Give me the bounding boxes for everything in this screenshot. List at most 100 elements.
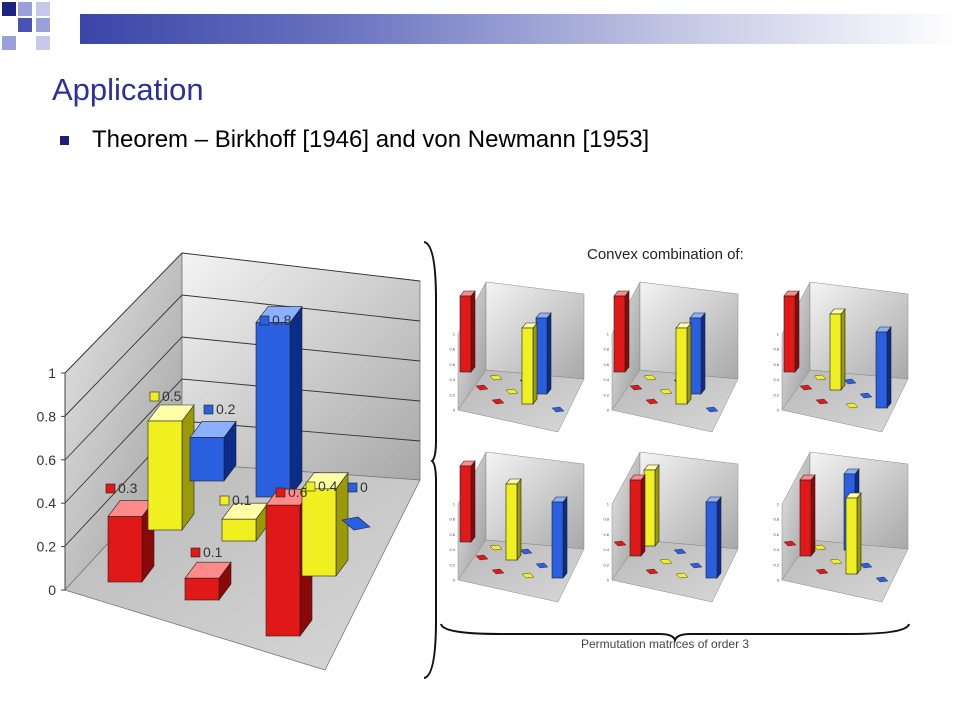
mini-y-tick: 0 bbox=[607, 578, 610, 583]
mini-bar bbox=[535, 312, 552, 395]
main-data-label: 0.8 bbox=[272, 312, 292, 328]
main-chart-y-tick: 0 bbox=[48, 582, 56, 598]
mini-bar-flat bbox=[783, 540, 797, 547]
data-label-swatch bbox=[275, 487, 286, 498]
main-data-label: 0.2 bbox=[216, 401, 236, 417]
mini-bar bbox=[689, 312, 706, 395]
mini-bar-flat bbox=[799, 384, 813, 391]
mini-y-tick: 0 bbox=[453, 578, 456, 583]
mini-y-tick: 1 bbox=[777, 502, 780, 507]
main-data-label: 0.1 bbox=[232, 492, 252, 508]
mini-bar-flat bbox=[491, 568, 505, 575]
mini-bar-flat bbox=[859, 392, 873, 399]
permutation-charts: 0 0.2 0.4 0.6 0.8 1 0 0.2 0.4 0.6 0.8 1 0 0.2 0.4 0.6 0.… bbox=[449, 281, 909, 603]
permutation-chart: 0 0.2 0.4 0.6 0.8 1 bbox=[449, 451, 585, 603]
main-data-label: 0.3 bbox=[118, 480, 138, 496]
bullet-item: Theorem – Birkhoff [1946] and von Newman… bbox=[60, 126, 649, 154]
mini-y-tick: 0 bbox=[777, 408, 780, 413]
bullet-text: Theorem – Birkhoff [1946] and von Newman… bbox=[92, 126, 650, 153]
mini-y-tick: 0.4 bbox=[449, 377, 455, 382]
main-chart-data-labels: 0.3 0.5 0.2 0.1 0.1 0.8 0.6 0.4 0 bbox=[105, 312, 368, 560]
mini-bar-flat bbox=[675, 572, 689, 579]
mini-bar-flat bbox=[505, 388, 519, 395]
mini-y-tick: 1 bbox=[453, 502, 456, 507]
mini-bar-flat bbox=[843, 378, 857, 385]
permutation-chart: 0 0.2 0.4 0.6 0.8 1 bbox=[773, 281, 909, 433]
main-chart-y-tick: 1 bbox=[48, 365, 56, 381]
mini-bar-flat bbox=[489, 544, 503, 551]
mini-y-tick: 0.2 bbox=[603, 392, 609, 397]
mini-y-tick: 0.4 bbox=[603, 547, 609, 552]
mini-bar bbox=[875, 326, 892, 409]
permutation-chart: 0 0.2 0.4 0.6 0.8 1 bbox=[603, 281, 739, 433]
mini-bar-flat bbox=[475, 554, 489, 561]
mini-y-tick: 0.6 bbox=[773, 532, 779, 537]
main-chart-bars bbox=[107, 305, 371, 637]
data-label-swatch bbox=[149, 391, 160, 402]
data-label-swatch bbox=[190, 547, 201, 558]
mini-y-tick: 0.4 bbox=[603, 377, 609, 382]
mini-y-tick: 0.4 bbox=[773, 547, 779, 552]
mini-y-tick: 0.2 bbox=[449, 392, 455, 397]
main-data-label: 0.5 bbox=[162, 388, 182, 404]
bullet-marker-icon bbox=[60, 135, 69, 145]
mini-bar-flat bbox=[875, 576, 889, 583]
mini-y-tick: 0.2 bbox=[773, 562, 779, 567]
mini-bar-flat bbox=[491, 398, 505, 405]
mini-y-tick: 1 bbox=[607, 332, 610, 337]
mini-y-tick: 0.4 bbox=[773, 377, 779, 382]
mini-y-tick: 0.8 bbox=[603, 347, 609, 352]
mini-y-tick: 0.8 bbox=[773, 517, 779, 522]
main-bar bbox=[184, 561, 232, 601]
mini-y-tick: 1 bbox=[453, 332, 456, 337]
mini-bar bbox=[551, 496, 568, 579]
mini-bar-flat bbox=[815, 568, 829, 575]
mini-bar-flat bbox=[489, 374, 503, 381]
header-logo-squares bbox=[0, 0, 80, 56]
mini-bar-flat bbox=[705, 406, 719, 413]
mini-bar-flat bbox=[645, 398, 659, 405]
mini-y-tick: 0.8 bbox=[603, 517, 609, 522]
permutation-caption: Permutation matrices of order 3 bbox=[581, 637, 750, 651]
main-chart-y-tick: 0.2 bbox=[37, 539, 57, 555]
main-chart-frame bbox=[64, 252, 421, 671]
mini-bar-flat bbox=[629, 384, 643, 391]
mini-bar-flat bbox=[551, 406, 565, 413]
mini-bar-flat bbox=[659, 388, 673, 395]
mini-bar-flat bbox=[519, 548, 533, 555]
main-data-label: 0 bbox=[360, 479, 368, 495]
permutation-chart: 0 0.2 0.4 0.6 0.8 1 bbox=[773, 451, 909, 603]
mini-bar bbox=[799, 474, 816, 557]
mini-bar bbox=[629, 474, 646, 557]
mini-y-tick: 0 bbox=[453, 408, 456, 413]
mini-bar bbox=[829, 308, 846, 391]
mini-bar bbox=[505, 478, 522, 561]
mini-bar-flat bbox=[689, 562, 703, 569]
mini-y-tick: 0.8 bbox=[449, 347, 455, 352]
mini-bar-flat bbox=[815, 398, 829, 405]
main-bar bbox=[189, 420, 237, 482]
header-gradient-bar bbox=[80, 14, 960, 44]
mini-bar-flat bbox=[535, 562, 549, 569]
main-bar-flat bbox=[341, 516, 371, 531]
mini-y-tick: 0 bbox=[607, 408, 610, 413]
mini-bar bbox=[845, 492, 862, 575]
mini-bar-flat bbox=[813, 544, 827, 551]
data-label-swatch bbox=[203, 404, 214, 415]
main-data-label: 0.4 bbox=[318, 478, 338, 494]
data-label-swatch bbox=[219, 495, 230, 506]
permutation-chart: 0 0.2 0.4 0.6 0.8 1 bbox=[449, 281, 585, 433]
mini-bar bbox=[613, 290, 630, 373]
mini-y-tick: 0.8 bbox=[449, 517, 455, 522]
main-bar bbox=[255, 305, 303, 498]
main-chart-y-tick: 0.8 bbox=[37, 408, 57, 424]
mini-y-tick: 0.2 bbox=[773, 392, 779, 397]
mini-bar bbox=[675, 322, 692, 405]
mini-y-tick: 0.2 bbox=[603, 562, 609, 567]
main-bar bbox=[147, 404, 195, 531]
data-label-swatch bbox=[305, 481, 316, 492]
permutation-chart: 0 0.2 0.4 0.6 0.8 1 bbox=[603, 451, 739, 603]
data-label-swatch bbox=[347, 482, 358, 493]
mini-bar-flat bbox=[829, 558, 843, 565]
mini-bar-flat bbox=[659, 558, 673, 565]
